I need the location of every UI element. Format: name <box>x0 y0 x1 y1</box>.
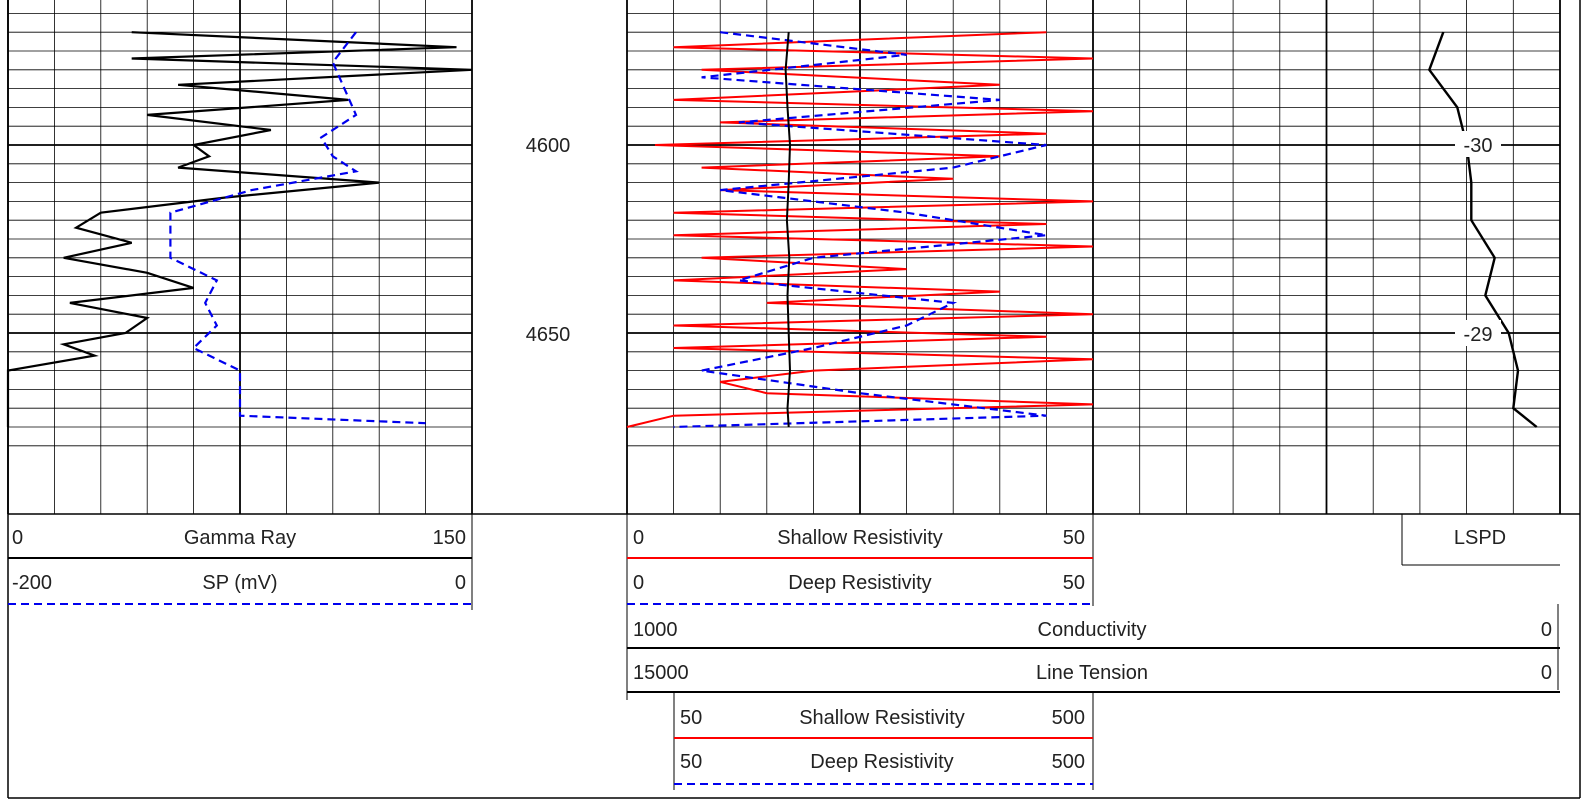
lspd-curve <box>1427 31 1538 428</box>
depth-label-4650: 4650 <box>526 324 571 346</box>
shallow-max: 50 <box>1063 527 1085 549</box>
gamma-max: 150 <box>433 527 466 549</box>
tension-name: Line Tension <box>1036 662 1148 684</box>
gamma-name: Gamma Ray <box>184 527 296 549</box>
gamma-min: 0 <box>12 527 23 549</box>
shallow-bk-min: 50 <box>680 707 702 729</box>
deep-name: Deep Resistivity <box>788 572 931 594</box>
sp-max: 0 <box>455 572 466 594</box>
header-track2: 0 Shallow Resistivity 50 0 Deep Resistiv… <box>626 514 1560 790</box>
deep-max: 50 <box>1063 572 1085 594</box>
sp-min: -200 <box>12 572 52 594</box>
conductivity-name: Conductivity <box>1038 619 1147 641</box>
frame <box>7 0 1581 799</box>
lspd-label-30: -30 <box>1464 135 1493 157</box>
log-curves <box>6 31 1538 429</box>
grid-lines <box>7 0 1561 514</box>
deep-min: 0 <box>633 572 644 594</box>
deep-resistivity-curve <box>673 31 1047 429</box>
depth-label-4600: 4600 <box>526 135 571 157</box>
line-tension-curve <box>784 32 792 428</box>
shallow-bk-name: Shallow Resistivity <box>799 707 965 729</box>
header-track1: 0 Gamma Ray 150 -200 SP (mV) 0 <box>8 514 473 610</box>
header-track3: LSPD <box>1401 514 1560 566</box>
conductivity-max: 0 <box>1541 619 1552 641</box>
shallow-bk-max: 500 <box>1052 707 1085 729</box>
tension-max: 0 <box>1541 662 1552 684</box>
deep-bk-name: Deep Resistivity <box>810 751 953 773</box>
tension-min: 15000 <box>633 662 689 684</box>
sp-curve <box>169 31 426 425</box>
gamma-ray-curve <box>6 31 473 427</box>
shallow-resistivity-curve <box>626 31 1094 428</box>
lspd-name: LSPD <box>1454 527 1506 549</box>
shallow-name: Shallow Resistivity <box>777 527 943 549</box>
conductivity-min: 1000 <box>633 619 678 641</box>
deep-bk-min: 50 <box>680 751 702 773</box>
deep-bk-max: 500 <box>1052 751 1085 773</box>
sp-name: SP (mV) <box>202 572 277 594</box>
shallow-min: 0 <box>633 527 644 549</box>
lspd-label-29: -29 <box>1464 324 1493 346</box>
